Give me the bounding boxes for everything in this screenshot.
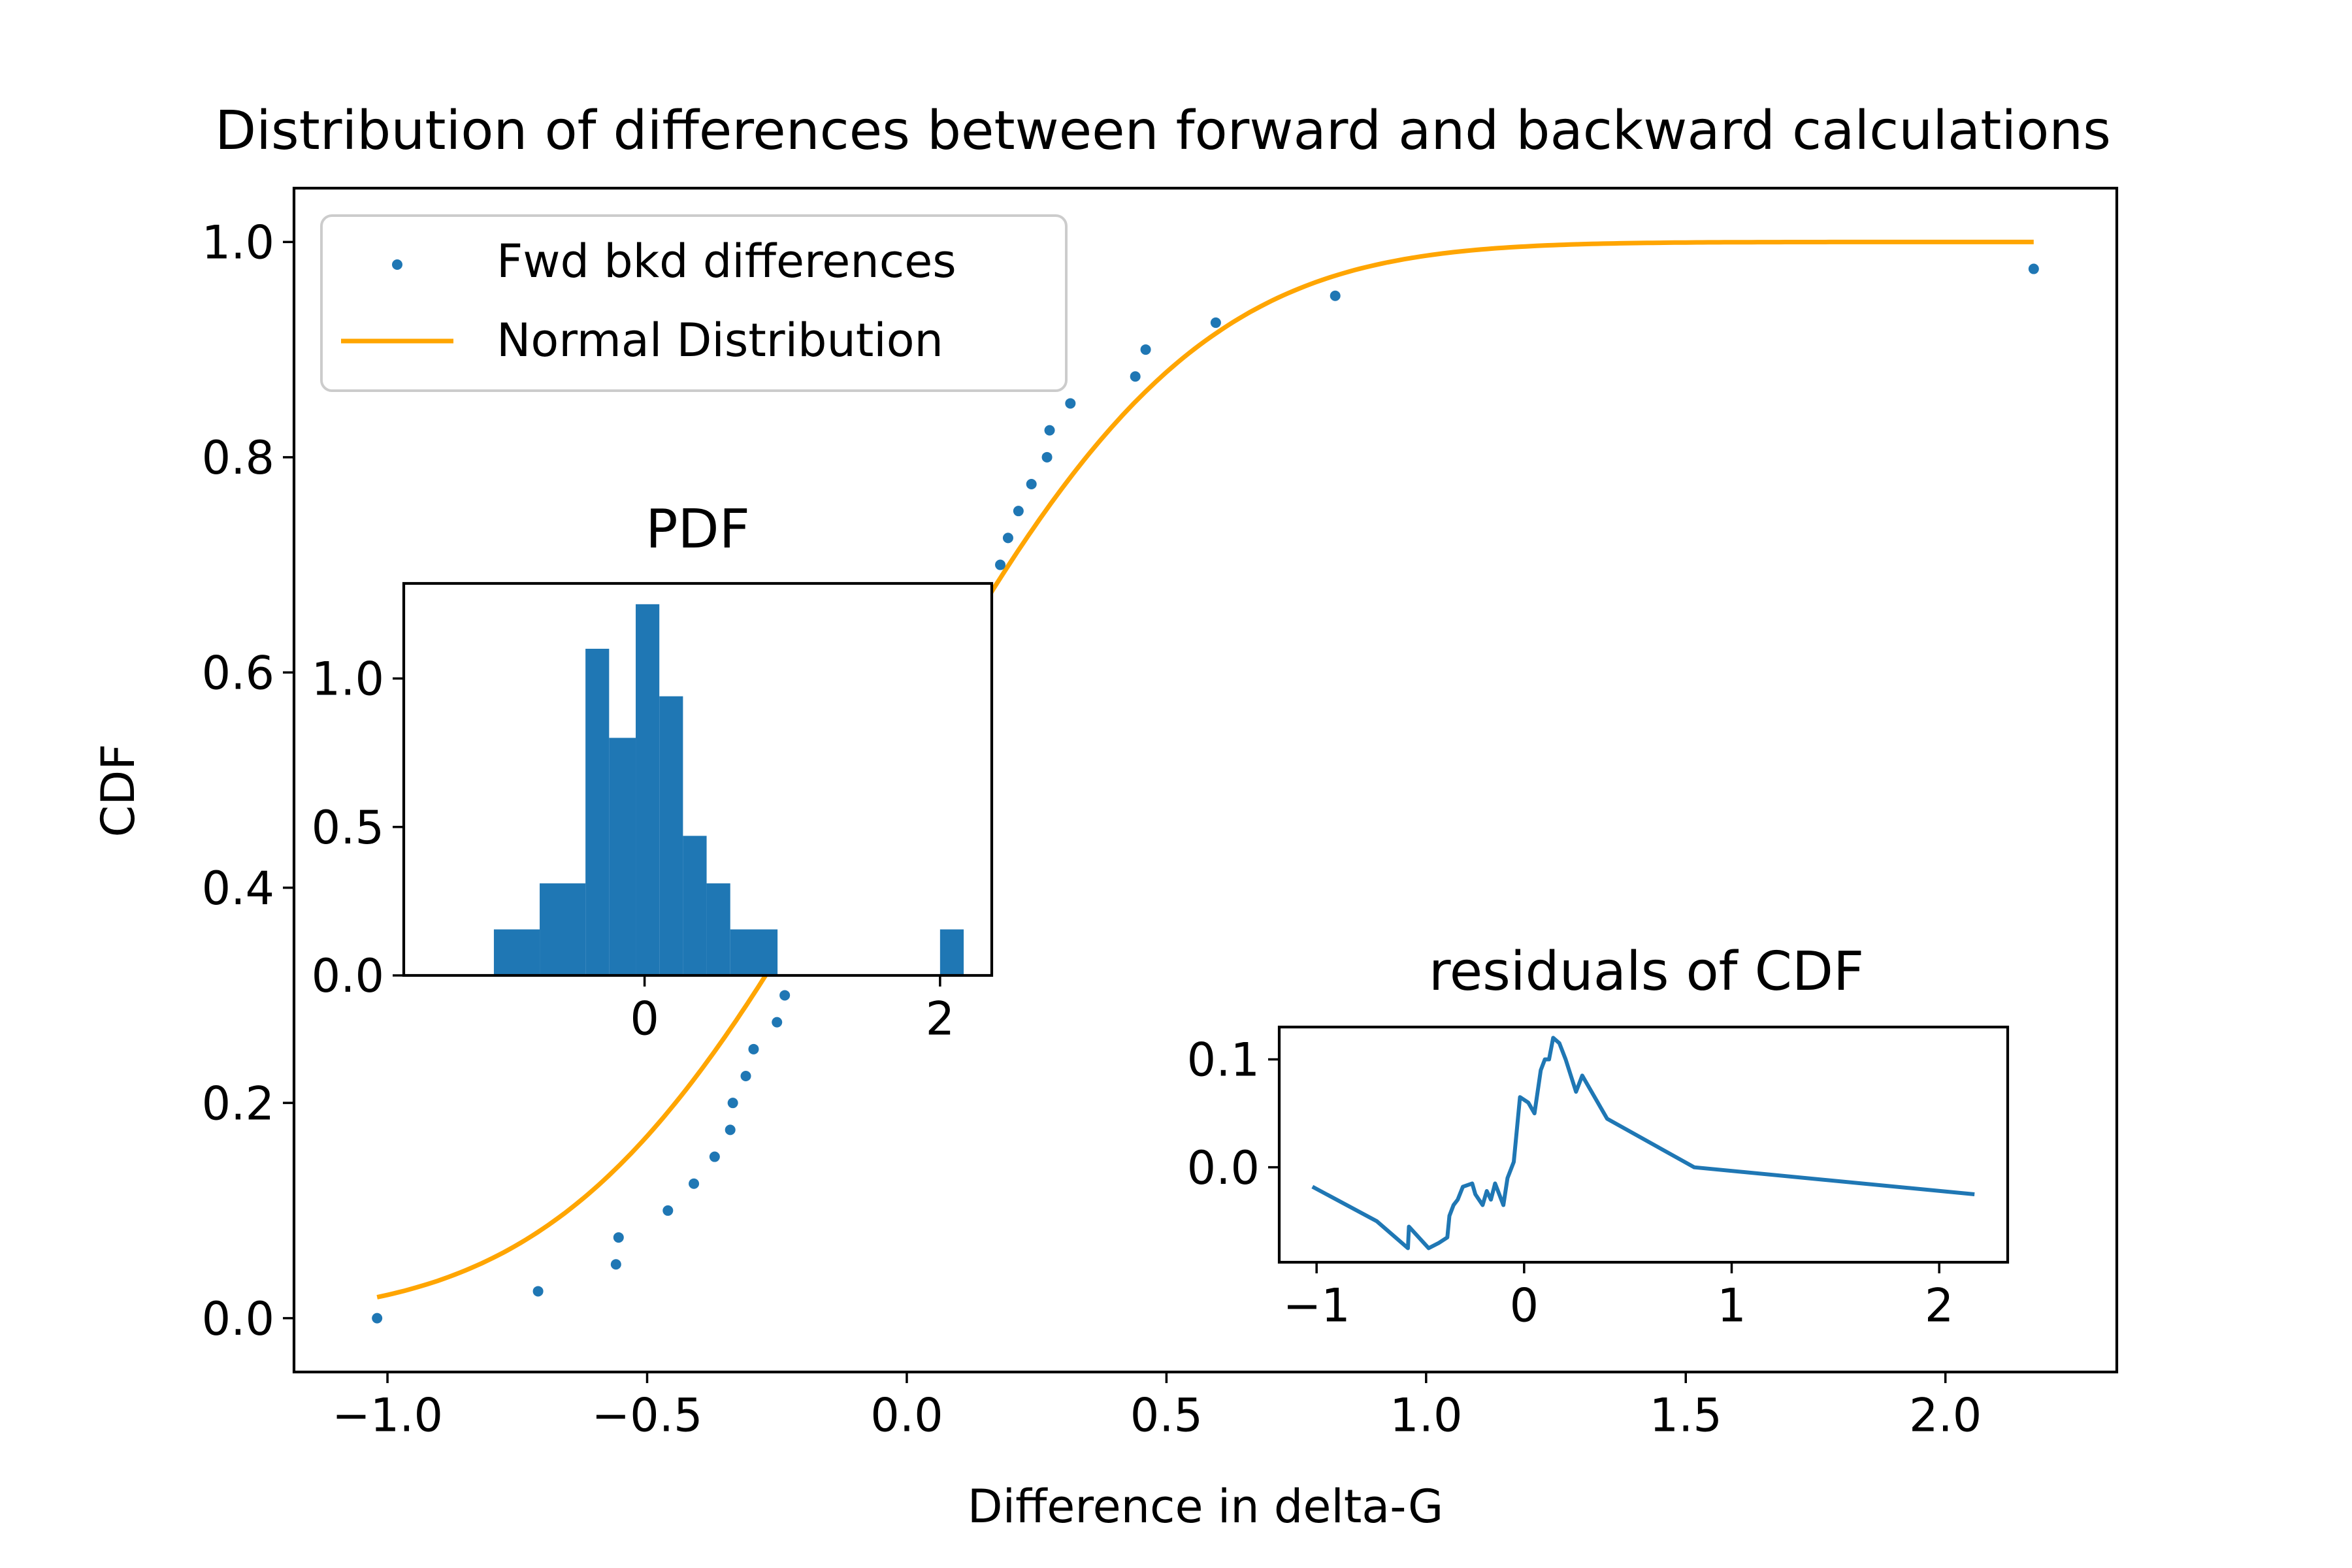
main-x-ticks: −1.0 −0.5 0.0 0.5 1.0 1.5 2.0 [332, 1372, 1982, 1443]
scatter-point [1002, 532, 1013, 544]
pdf-title: PDF [645, 498, 750, 561]
main-y-tick-label: 0.0 [202, 1292, 274, 1346]
scatter-point [727, 1098, 738, 1109]
pdf-y-tick-label: 1.0 [312, 653, 384, 706]
residuals-x-tick-label: 0 [1510, 1279, 1539, 1333]
main-x-tick-label: 1.0 [1390, 1389, 1462, 1443]
residuals-x-tick-label: 2 [1925, 1279, 1954, 1333]
scatter-point [740, 1071, 751, 1081]
scatter-point [748, 1043, 759, 1054]
histogram-bar [659, 696, 683, 975]
main-x-tick-label: −0.5 [592, 1389, 703, 1443]
main-y-axis-label: CDF [91, 743, 145, 837]
scatter-point [1330, 290, 1341, 301]
histogram-bar [585, 649, 610, 975]
histogram-bar [493, 929, 540, 975]
main-plot-area [372, 239, 2039, 1324]
main-axes-frame [292, 186, 2119, 1374]
pdf-x-tick-label: 0 [630, 992, 659, 1046]
legend: Fwd bkd differences Normal Distribution [320, 214, 1068, 392]
main-axes: −1.0 −0.5 0.0 0.5 1.0 1.5 2.0 0.0 0.2 0.4 0.6 0.8 1… [91, 100, 2119, 1533]
legend-label-scatter: Fwd bkd differences [497, 235, 956, 288]
scatter-point [1140, 344, 1151, 355]
scatter-point [1041, 451, 1053, 463]
residuals-x-tick-label: −1 [1283, 1279, 1350, 1333]
residuals-line [1311, 1036, 1975, 1250]
scatter-point [772, 1017, 783, 1028]
pdf-y-ticks: 0.0 0.5 1.0 [312, 653, 404, 1003]
scatter-point [662, 1205, 674, 1216]
main-x-axis-label: Difference in delta-G [968, 1480, 1444, 1533]
scatter-point [1065, 398, 1076, 409]
residuals-axes-frame [1277, 1025, 2010, 1264]
main-x-tick-label: 1.5 [1650, 1389, 1722, 1443]
histogram-bar [636, 604, 660, 975]
histogram-bar [939, 929, 964, 975]
legend-marker-scatter [392, 259, 402, 270]
scatter-point [1026, 479, 1037, 489]
histogram-bar [730, 929, 778, 975]
main-y-tick-label: 0.8 [202, 431, 274, 485]
scatter-point [725, 1124, 736, 1135]
residuals-plot-area [1311, 1036, 1975, 1250]
pdf-y-tick-label: 0.5 [312, 801, 384, 855]
scatter-point [610, 1259, 621, 1270]
pdf-x-tick-label: 2 [926, 992, 955, 1046]
histogram-bar [540, 883, 586, 975]
legend-frame [320, 214, 1068, 392]
histogram-bar [609, 738, 636, 975]
residuals-x-ticks: −1 0 1 2 [1283, 1262, 1954, 1333]
residuals-title: residuals of CDF [1429, 941, 1864, 1003]
normal-distribution-curve [376, 239, 2034, 1299]
main-x-tick-label: −1.0 [332, 1389, 443, 1443]
main-x-tick-label: 0.5 [1130, 1389, 1203, 1443]
residuals-inset-axes: −1 0 1 2 0.0 0.1 residuals of CDF [1187, 941, 2010, 1333]
main-y-ticks: 0.0 0.2 0.4 0.6 0.8 1.0 [202, 216, 294, 1346]
residuals-inset-background [1279, 1027, 2008, 1262]
scatter-point [613, 1232, 624, 1243]
main-y-tick-label: 0.4 [202, 862, 274, 915]
main-y-tick-label: 1.0 [202, 216, 274, 270]
scatter-point [1013, 506, 1024, 517]
residuals-x-tick-label: 1 [1717, 1279, 1746, 1333]
scatter-point [2028, 263, 2039, 274]
residuals-y-tick-label: 0.1 [1187, 1034, 1260, 1087]
scatter-point [372, 1313, 383, 1324]
legend-label-normal: Normal Distribution [497, 314, 943, 367]
residuals-y-ticks: 0.0 0.1 [1187, 1034, 1279, 1195]
main-title: Distribution of differences between forw… [215, 100, 2111, 162]
scatter-point [779, 990, 791, 1001]
scatter-point [532, 1286, 544, 1297]
scatter-point [1210, 317, 1221, 328]
main-y-tick-label: 0.6 [202, 646, 274, 700]
main-y-tick-label: 0.2 [202, 1077, 274, 1130]
pdf-y-tick-label: 0.0 [312, 949, 384, 1003]
scatter-point [709, 1151, 720, 1162]
main-x-tick-label: 0.0 [870, 1389, 943, 1443]
pdf-plot-area [493, 604, 964, 975]
scatter-point [1130, 371, 1141, 382]
residuals-y-tick-label: 0.0 [1187, 1141, 1260, 1195]
histogram-bar [683, 836, 707, 975]
main-x-tick-label: 2.0 [1909, 1389, 1982, 1443]
pdf-axes-frame [402, 581, 994, 977]
scatter-point [1044, 425, 1055, 436]
scatter-point [995, 559, 1006, 570]
scatter-point [689, 1178, 700, 1189]
histogram-bar [706, 883, 730, 975]
